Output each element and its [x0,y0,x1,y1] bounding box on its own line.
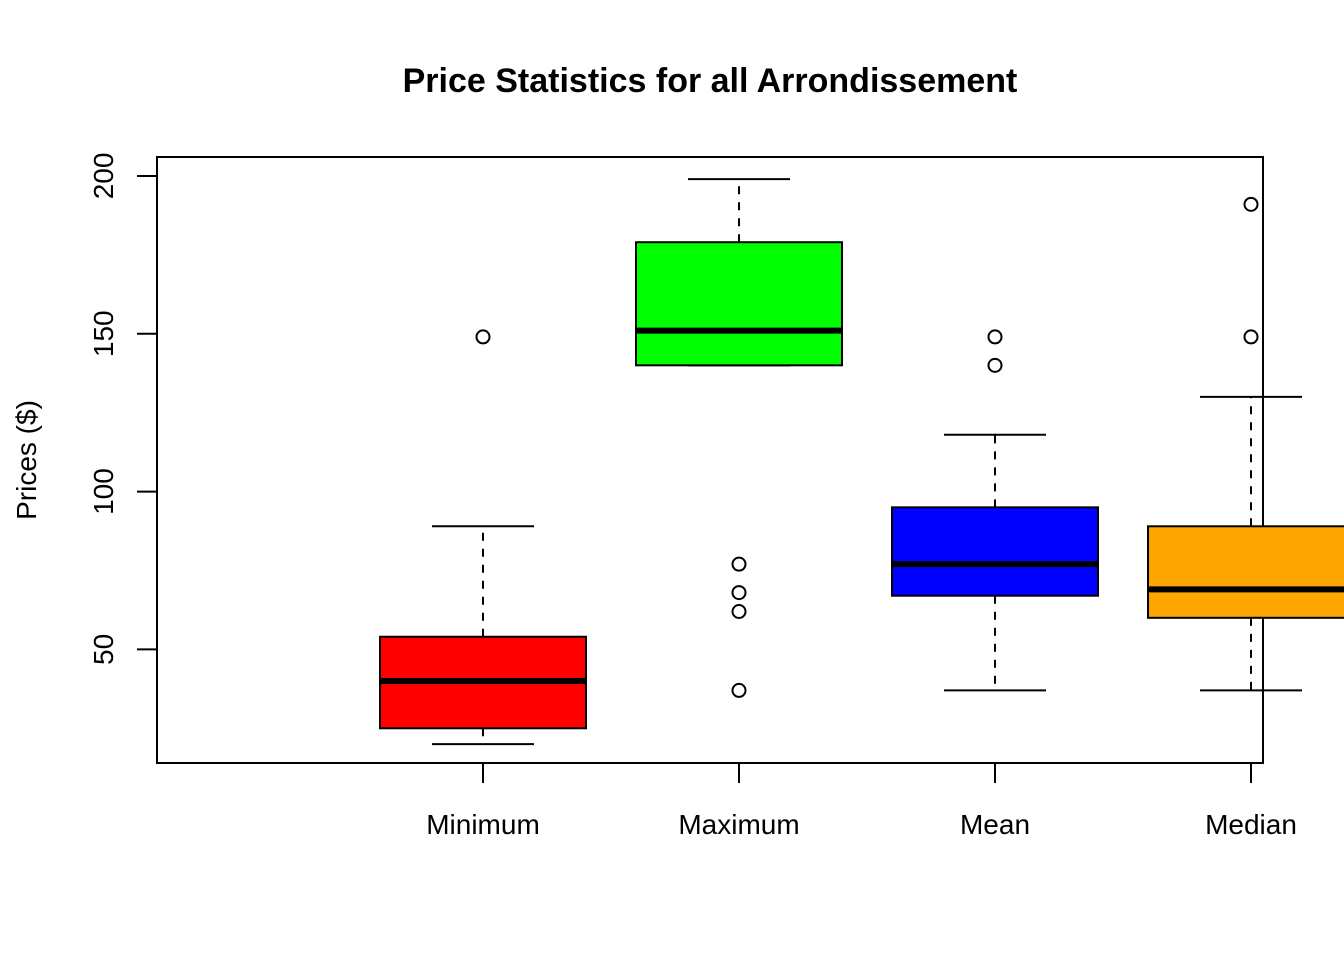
y-tick-label: 150 [88,310,119,357]
box-iqr [1147,525,1344,619]
y-tick-label: 100 [88,468,119,515]
x-axis: Minimum Maximum Mean Median [426,763,1297,840]
chart-title: Price Statistics for all Arrondissement [403,62,1018,100]
box-minimum [379,329,587,746]
box-median [1147,196,1344,692]
box-group [379,178,1344,746]
x-tick-label: Minimum [426,809,540,840]
x-tick-label: Mean [960,809,1030,840]
x-tick-label: Median [1205,809,1297,840]
outlier-point [731,556,747,572]
box-iqr [635,241,843,367]
outlier-point [1243,196,1259,212]
x-tick-label: Maximum [678,809,799,840]
outlier-point [731,682,747,698]
outlier-point [987,357,1003,373]
box-mean [891,329,1099,692]
outlier-point [731,604,747,619]
y-tick-label: 200 [88,153,119,200]
y-tick-label: 50 [88,634,119,665]
box-iqr [891,506,1099,597]
plot-frame [156,156,1264,764]
outlier-point [475,329,491,345]
y-axis: 50 100 150 200 [88,153,157,665]
outlier-point [987,329,1003,345]
outlier-point [731,585,747,601]
box-maximum [635,178,843,698]
y-axis-label: Prices ($) [11,400,42,520]
outlier-point [1243,329,1259,345]
